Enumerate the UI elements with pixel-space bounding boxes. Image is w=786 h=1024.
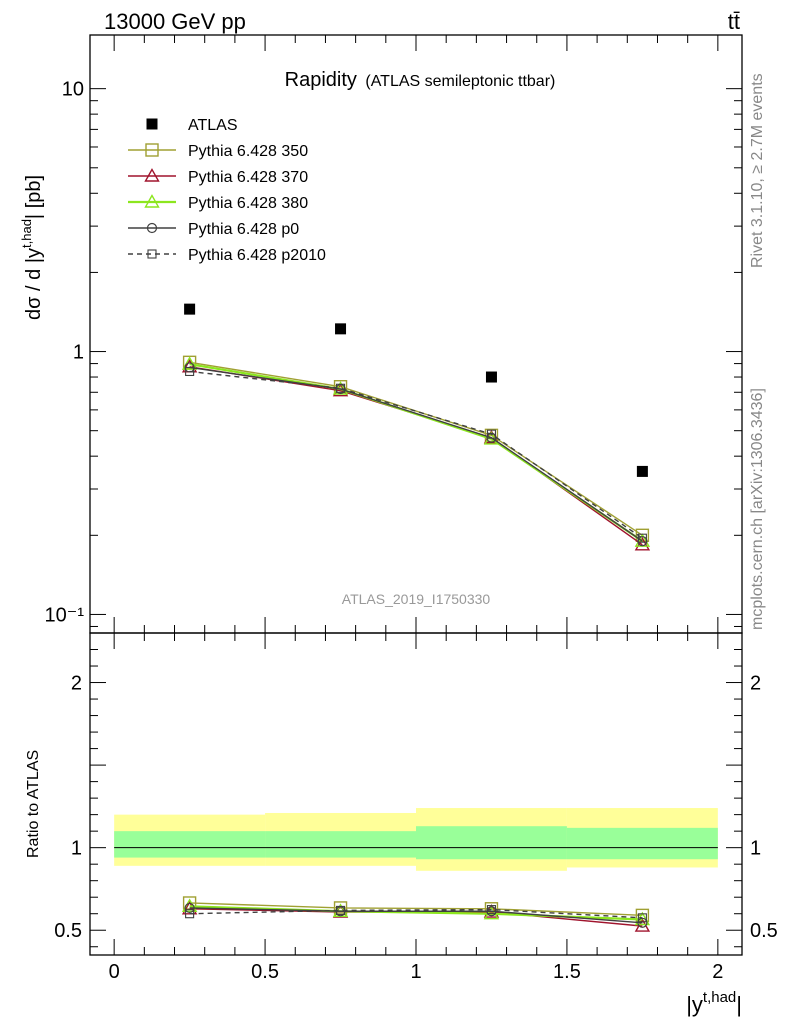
- legend-entry-pythia-6-428-p0: Pythia 6.428 p0: [128, 221, 299, 238]
- data-point: [181, 356, 198, 370]
- plot-title-sub: (ATLAS semileptonic ttbar): [365, 73, 555, 90]
- ratio-y-tick-label: 1: [71, 838, 82, 860]
- series-pythia-6-428-370: [181, 358, 651, 551]
- x-tick-label: 1.5: [553, 961, 581, 983]
- ratio-axis-ticks: [90, 633, 742, 955]
- series-line: [189, 366, 643, 542]
- process-label: tt̄: [728, 9, 740, 34]
- legend-marker: [144, 194, 160, 208]
- plot-title: Rapidity (ATLAS semileptonic ttbar): [285, 69, 556, 91]
- ratio-y-tick-labels: 0.5 0.5 1 1 2 2: [54, 673, 778, 943]
- main-y-axis-label: dσ / d |yt,had| [pb]: [19, 175, 45, 320]
- legend-marker: [144, 168, 160, 182]
- stat-uncertainty-band: [566, 827, 718, 860]
- ratio-point: [634, 911, 651, 926]
- ratio-uncertainty-bands: [114, 808, 718, 871]
- legend: ATLAS Pythia 6.428 350 Pythia 6.428 370 Pyt…: [128, 117, 326, 264]
- ratio-y-tick-label-right: 0.5: [750, 920, 778, 942]
- legend-marker: [145, 143, 159, 157]
- ratio-y-tick-label-right: 1: [750, 838, 761, 860]
- x-axis-label: |yt,had|: [686, 989, 742, 1017]
- x-tick-label: 0: [109, 961, 120, 983]
- plot-title-main: Rapidity: [285, 69, 357, 91]
- data-point: [185, 366, 195, 377]
- data-point: [184, 303, 196, 315]
- mcplots-label: mcplots.cern.ch [arXiv:1306.3436]: [749, 388, 766, 630]
- ratio-point: [181, 898, 198, 912]
- x-tick-label: 0.5: [251, 961, 279, 983]
- data-point: [335, 323, 347, 335]
- ratio-point: [335, 905, 346, 915]
- data-point: [335, 383, 346, 393]
- series-line: [189, 366, 643, 546]
- legend-entry-atlas: ATLAS: [146, 117, 238, 134]
- ratio-point: [184, 902, 195, 914]
- ratio-frame: [89, 632, 743, 956]
- legend-marker: [146, 222, 158, 234]
- ratio-series-layer: [181, 896, 651, 932]
- legend-entry-pythia-6-428-370: Pythia 6.428 370: [128, 168, 308, 186]
- series-pythia-6-428-380: [181, 356, 651, 547]
- ratio-line: [189, 908, 643, 919]
- data-point: [637, 533, 647, 543]
- data-point: [485, 371, 497, 383]
- ratio-series-pythia-6-428-p2010: [185, 905, 647, 923]
- ratio-series-pythia-6-428-p0: [184, 902, 648, 928]
- ratio-point: [637, 917, 648, 928]
- x-tick-labels: 0 0.5 1 1.5 2: [109, 961, 724, 983]
- stat-uncertainty-band: [114, 831, 266, 858]
- legend-marker: [146, 118, 158, 130]
- main-panel: 10 1 10⁻¹ Rapidity (ATLAS semileptonic ttb…: [19, 34, 743, 634]
- series-pythia-6-428-350: [182, 355, 650, 543]
- data-point: [486, 429, 497, 439]
- collision-label: 13000 GeV pp: [104, 9, 246, 34]
- legend-label: Pythia 6.428 380: [188, 195, 308, 212]
- ratio-point: [637, 913, 647, 923]
- legend-label: Pythia 6.428 p2010: [188, 247, 326, 264]
- legend-label: ATLAS: [188, 117, 238, 134]
- ratio-y-axis-label: Ratio to ATLAS: [25, 750, 42, 858]
- legend-entry-pythia-6-428-350: Pythia 6.428 350: [128, 143, 308, 160]
- series-atlas: [184, 303, 648, 477]
- stat-uncertainty-band: [265, 831, 416, 858]
- data-point: [636, 465, 648, 477]
- ratio-y-tick-label: 2: [71, 673, 82, 695]
- ratio-line: [189, 907, 643, 924]
- series-pythia-6-428-p2010: [185, 366, 647, 543]
- main-y-tick-label: 1: [73, 342, 84, 364]
- x-tick-label: 1: [410, 961, 421, 983]
- rivet-version-label: Rivet 3.1.10, ≥ 2.7M events: [749, 73, 766, 268]
- x-tick-label: 2: [712, 961, 723, 983]
- legend-entry-pythia-6-428-380: Pythia 6.428 380: [128, 194, 308, 212]
- legend-entry-pythia-6-428-p2010: Pythia 6.428 p2010: [128, 247, 326, 264]
- legend-label: Pythia 6.428 350: [188, 143, 308, 160]
- legend-label: Pythia 6.428 p0: [188, 221, 299, 238]
- main-y-tick-label: 10: [62, 79, 84, 101]
- data-point: [635, 528, 650, 543]
- series-line: [189, 361, 643, 536]
- main-y-tick-label: 10⁻¹: [45, 604, 85, 626]
- stat-uncertainty-band: [416, 826, 567, 860]
- legend-label: Pythia 6.428 370: [188, 169, 308, 186]
- ratio-line: [189, 902, 643, 917]
- series-line: [189, 370, 643, 539]
- main-y-tick-labels: 10 1 10⁻¹: [45, 79, 85, 627]
- ratio-point: [483, 905, 500, 920]
- legend-marker: [147, 249, 157, 259]
- ratio-y-tick-label-right: 2: [750, 673, 761, 695]
- ratio-panel: 0.5 0.5 1 1 2 2 0 0.5 1 1.5 2 Ratio to ATLAS |yt,…: [25, 632, 778, 1017]
- main-series-layer: [181, 303, 651, 551]
- series-pythia-6-428-p0: [184, 362, 648, 547]
- ratio-y-tick-label: 0.5: [54, 920, 82, 942]
- series-line: [189, 363, 644, 543]
- ratio-point: [185, 909, 195, 919]
- analysis-watermark: ATLAS_2019_I1750330: [342, 591, 491, 607]
- ratio-point: [486, 905, 497, 915]
- main-axis-ticks: [90, 35, 742, 633]
